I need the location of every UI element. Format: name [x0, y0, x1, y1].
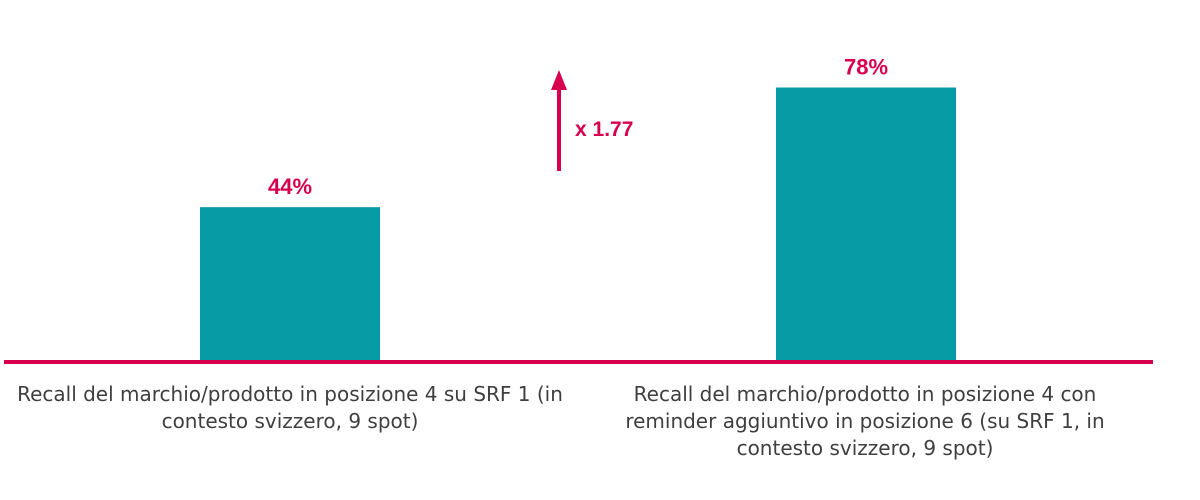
category-label-2: Recall del marchio/prodotto in posizione… — [625, 382, 1105, 460]
bar-2 — [776, 87, 956, 362]
category-label-1: Recall del marchio/prodotto in posizione… — [17, 382, 563, 433]
data-label-2: 78% — [844, 55, 888, 80]
multiplier-label: x 1.77 — [575, 118, 633, 141]
data-label-1: 44% — [268, 174, 312, 199]
bar-1 — [200, 207, 380, 362]
arrow-up-icon — [551, 70, 567, 90]
multiplier-annotation: x 1.77 — [551, 70, 633, 171]
